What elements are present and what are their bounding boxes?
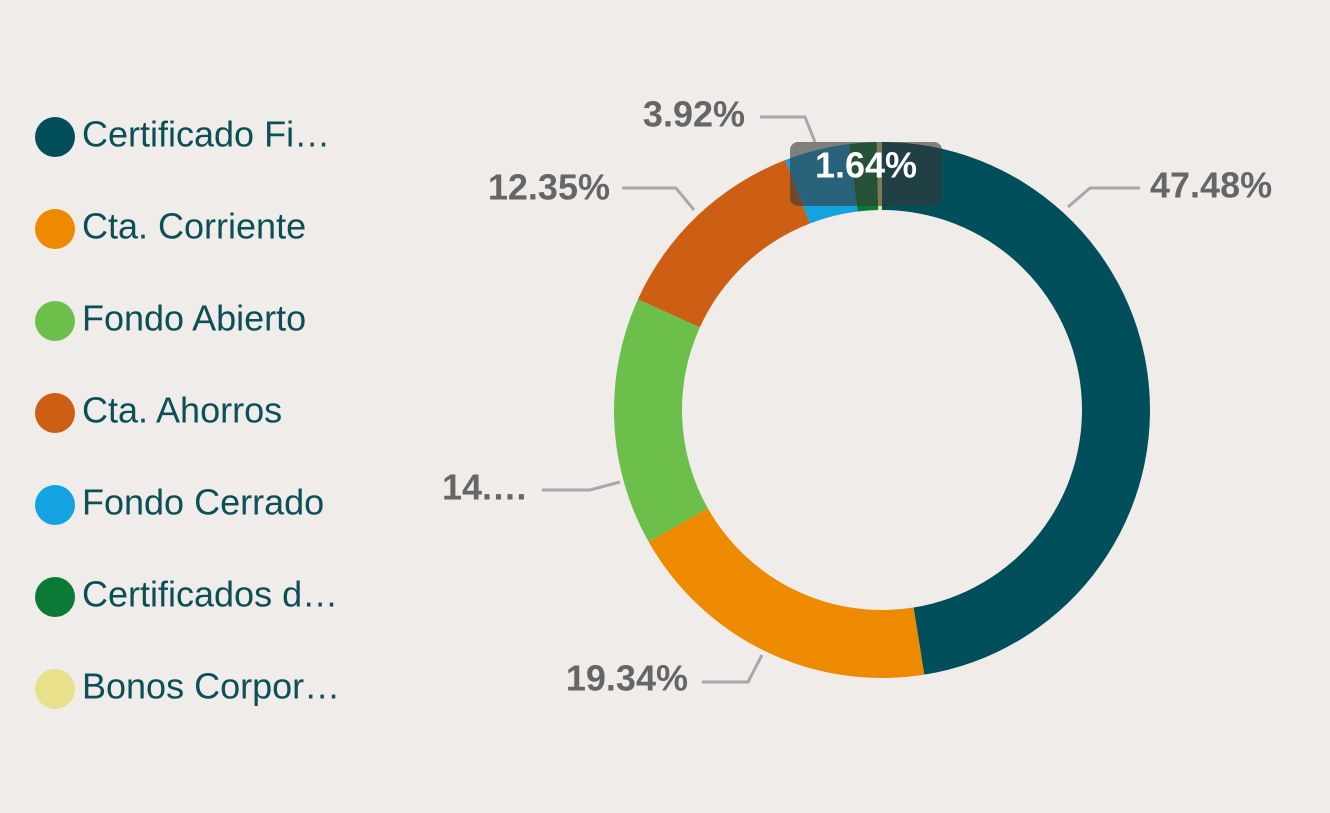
donut-slice bbox=[882, 142, 1150, 675]
legend-swatch bbox=[35, 485, 75, 525]
leader-line bbox=[542, 480, 621, 492]
legend-label: Cta. Ahorros bbox=[82, 390, 282, 431]
legend-swatch bbox=[35, 393, 75, 433]
data-label: 12.35% bbox=[488, 167, 610, 208]
tooltip-box bbox=[790, 142, 942, 206]
data-label: 1.64% bbox=[815, 145, 917, 186]
legend-label: Fondo Cerrado bbox=[82, 482, 324, 523]
legend-swatch bbox=[35, 117, 75, 157]
legend-swatch bbox=[35, 301, 75, 341]
legend-label: Fondo Abierto bbox=[82, 298, 306, 339]
legend-label: Cta. Corriente bbox=[82, 206, 306, 247]
legend-label: Bonos Corpor… bbox=[82, 666, 340, 707]
data-label: 47.48% bbox=[1150, 165, 1272, 206]
leader-line bbox=[702, 654, 764, 684]
data-label: 19.34% bbox=[566, 658, 688, 699]
leader-line bbox=[1067, 186, 1140, 209]
leader-line bbox=[760, 115, 817, 143]
donut-slice bbox=[648, 508, 925, 678]
donut-slice bbox=[613, 299, 708, 542]
donut-slice bbox=[637, 160, 810, 328]
legend-swatch bbox=[35, 669, 75, 709]
leader-line bbox=[622, 186, 696, 211]
data-label: 3.92% bbox=[643, 94, 745, 135]
legend-label: Certificados d… bbox=[82, 574, 338, 615]
legend-swatch bbox=[35, 209, 75, 249]
data-label: 14.… bbox=[442, 467, 528, 508]
legend-swatch bbox=[35, 577, 75, 617]
legend-label: Certificado Fi… bbox=[82, 114, 330, 155]
